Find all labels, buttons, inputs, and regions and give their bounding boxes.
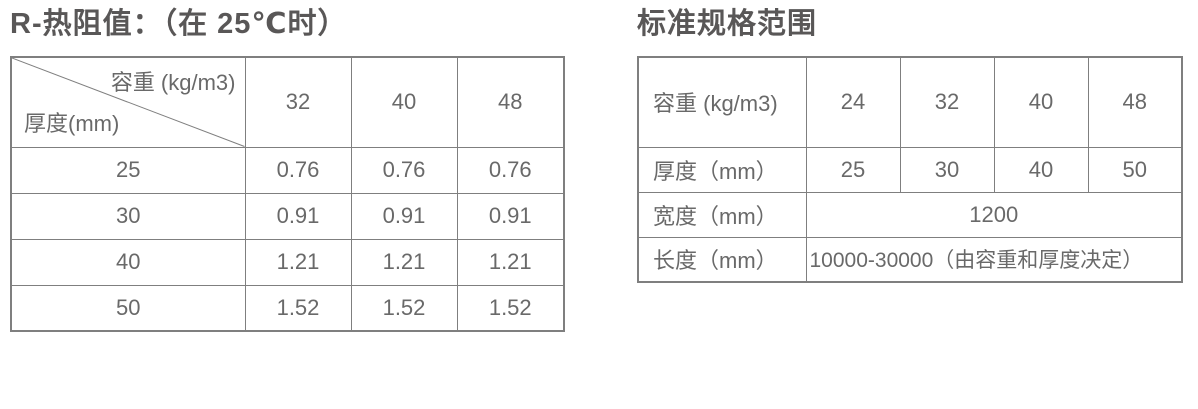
table-cell: 1.52 <box>456 284 565 332</box>
table-cell: 0.76 <box>244 146 352 194</box>
table-row: 30 0.91 0.91 0.91 <box>10 192 565 240</box>
table-cell: 1.52 <box>244 284 352 332</box>
row-label: 30 <box>10 192 246 240</box>
row-label: 25 <box>10 146 246 194</box>
corner-label-density: 容重 (kg/m3) <box>110 70 236 95</box>
table-cell: 0.76 <box>350 146 458 194</box>
table-row-width: 宽度（mm） 1200 <box>637 191 1183 238</box>
table-cell: 50 <box>1087 146 1183 193</box>
column-header: 32 <box>244 56 352 148</box>
r-value-header-row: 容重 (kg/m3) 厚度(mm) 32 40 48 <box>10 56 565 148</box>
table-cell: 32 <box>899 56 995 148</box>
row-label: 宽度（mm） <box>637 191 807 238</box>
table-cell: 0.91 <box>456 192 565 240</box>
table-cell: 0.91 <box>244 192 352 240</box>
r-value-table: 容重 (kg/m3) 厚度(mm) 32 40 48 25 0.76 0.76 … <box>10 56 565 332</box>
table-cell: 1.21 <box>456 238 565 286</box>
diagonal-corner-cell: 容重 (kg/m3) 厚度(mm) <box>10 56 246 148</box>
spec-range-table: 容重 (kg/m3) 24 32 40 48 厚度（mm） 25 30 40 5… <box>637 56 1183 283</box>
table-cell: 1.21 <box>244 238 352 286</box>
table-cell-merged: 10000-30000（由容重和厚度决定） <box>805 236 1183 283</box>
table-cell: 1.52 <box>350 284 458 332</box>
row-label: 容重 (kg/m3) <box>637 56 807 148</box>
table-row-density: 容重 (kg/m3) 24 32 40 48 <box>637 56 1183 148</box>
table-cell: 48 <box>1087 56 1183 148</box>
table-cell: 1.21 <box>350 238 458 286</box>
spec-range-section: 标准规格范围 容重 (kg/m3) 24 32 40 48 厚度（mm） 25 … <box>637 3 1183 283</box>
row-label: 厚度（mm） <box>637 146 807 193</box>
r-value-section: R-热阻值：（在 25℃时） 容重 (kg/m3) 厚度(mm) 32 40 <box>10 3 565 332</box>
table-cell: 0.91 <box>350 192 458 240</box>
table-row: 50 1.52 1.52 1.52 <box>10 284 565 332</box>
diagonal-line <box>12 58 245 147</box>
corner-label-thickness: 厚度(mm) <box>24 110 120 136</box>
table-row: 40 1.21 1.21 1.21 <box>10 238 565 286</box>
column-header: 48 <box>456 56 565 148</box>
row-label: 长度（mm） <box>637 236 807 283</box>
row-label: 40 <box>10 238 246 286</box>
table-row-length: 长度（mm） 10000-30000（由容重和厚度决定） <box>637 236 1183 283</box>
column-header: 40 <box>350 56 458 148</box>
table-cell: 40 <box>993 146 1089 193</box>
table-row-thickness: 厚度（mm） 25 30 40 50 <box>637 146 1183 193</box>
table-cell: 25 <box>805 146 901 193</box>
spec-range-title: 标准规格范围 <box>637 8 818 40</box>
r-value-title: R-热阻值：（在 25℃时） <box>10 8 348 40</box>
table-cell: 40 <box>993 56 1089 148</box>
table-cell: 30 <box>899 146 995 193</box>
row-label: 50 <box>10 284 246 332</box>
table-cell: 24 <box>805 56 901 148</box>
table-row: 25 0.76 0.76 0.76 <box>10 146 565 194</box>
table-cell: 0.76 <box>456 146 565 194</box>
table-cell-merged: 1200 <box>805 191 1183 238</box>
